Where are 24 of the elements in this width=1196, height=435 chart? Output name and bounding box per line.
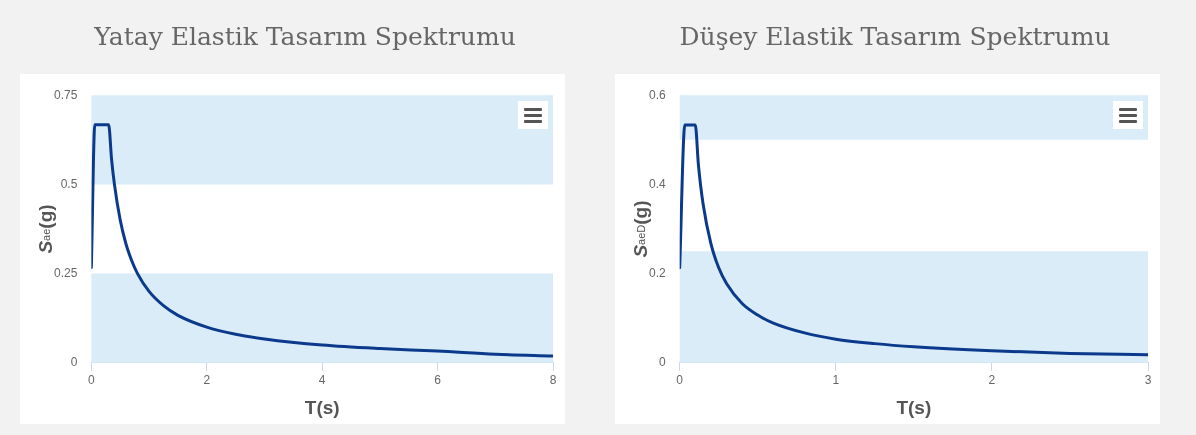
y-tick-label: 0.6 <box>648 87 666 102</box>
x-tick-label: 0 <box>676 373 684 388</box>
x-tick-label: 8 <box>549 373 557 388</box>
x-tick-label: 1 <box>832 373 840 388</box>
x-tick-label: 2 <box>988 373 996 388</box>
x-tick-label: 3 <box>1144 373 1152 388</box>
y-tick-label: 0.25 <box>54 265 78 280</box>
x-tick-label: 2 <box>203 373 211 388</box>
x-axis-title: T(s) <box>896 396 932 418</box>
y-tick-label: 0.2 <box>648 265 666 280</box>
x-axis-title: T(s) <box>304 396 340 418</box>
chart-title: Düşey Elastik Tasarım Spektrumu <box>678 22 1112 53</box>
y-tick-label: 0 <box>70 355 78 370</box>
y-axis-title: Sae(g) <box>35 204 56 254</box>
line-series <box>91 123 553 358</box>
x-tick-label: 6 <box>434 373 442 388</box>
x-tick-label: 0 <box>88 373 96 388</box>
chart-title: Yatay Elastik Tasarım Spektrumu <box>93 22 517 53</box>
y-tick-label: 0.75 <box>54 87 78 102</box>
y-tick-label: 0 <box>658 355 666 370</box>
y-tick-label: 0.5 <box>60 176 78 191</box>
y-tick-label: 0.4 <box>648 176 666 191</box>
x-tick-label: 4 <box>318 373 326 388</box>
line-series <box>679 123 1148 357</box>
